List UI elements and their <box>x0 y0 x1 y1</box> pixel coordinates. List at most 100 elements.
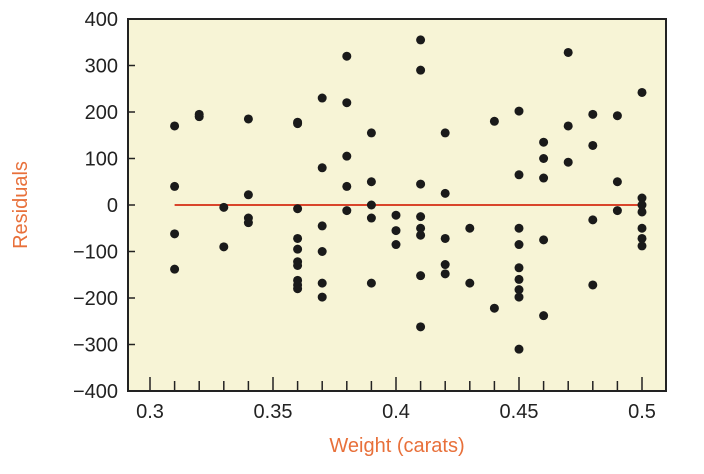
data-point <box>342 181 352 191</box>
data-point <box>514 170 524 180</box>
data-points <box>170 35 647 354</box>
data-point <box>342 206 352 216</box>
data-point <box>366 128 376 138</box>
y-axis: 400 300 200 100 0 −100 −200 −300 −400 <box>73 9 135 403</box>
data-point <box>293 284 303 294</box>
data-point <box>440 269 450 279</box>
data-point <box>391 210 401 220</box>
data-point <box>293 204 303 214</box>
data-point <box>514 292 524 302</box>
y-tick-label: 0 <box>107 195 118 217</box>
data-point <box>243 190 253 200</box>
data-point <box>588 140 598 150</box>
data-point <box>588 280 598 290</box>
data-point <box>539 154 549 163</box>
data-point <box>342 51 352 61</box>
data-point <box>563 121 573 131</box>
x-tick-label: 0.3 <box>136 401 164 423</box>
data-point <box>342 151 352 161</box>
data-point <box>366 213 376 223</box>
data-point <box>317 163 327 173</box>
data-point <box>293 233 303 243</box>
data-point <box>293 244 303 254</box>
data-point <box>293 260 303 270</box>
data-point <box>637 223 647 233</box>
x-axis: 0.3 0.35 0.4 0.45 0.5 <box>136 377 656 423</box>
data-point <box>514 344 524 354</box>
data-point <box>170 121 180 131</box>
data-point <box>465 223 475 233</box>
data-point <box>416 230 426 240</box>
y-tick-label: 200 <box>85 102 118 124</box>
y-tick-label: −100 <box>73 242 118 264</box>
data-point <box>366 278 376 288</box>
data-point <box>416 65 426 75</box>
y-axis-title: Residuals <box>10 161 32 249</box>
data-point <box>317 247 327 256</box>
data-point <box>514 240 524 250</box>
data-point <box>170 264 180 274</box>
y-tick-label: 100 <box>85 149 118 171</box>
data-point <box>366 177 376 187</box>
data-point <box>440 260 450 270</box>
x-tick-label: 0.5 <box>628 401 656 423</box>
data-point <box>465 278 475 288</box>
data-point <box>317 221 327 231</box>
data-point <box>637 200 647 210</box>
data-point <box>637 87 647 97</box>
data-point <box>612 177 622 187</box>
y-tick-label: −300 <box>73 335 118 357</box>
data-point <box>514 106 524 116</box>
data-point <box>489 303 499 313</box>
data-point <box>539 173 549 183</box>
data-point <box>539 235 549 245</box>
data-point <box>317 93 327 103</box>
data-point <box>391 240 401 250</box>
data-point <box>416 179 426 189</box>
data-point <box>612 206 622 216</box>
data-point <box>588 215 598 225</box>
data-point <box>243 218 253 228</box>
x-tick-label: 0.45 <box>500 401 539 423</box>
data-point <box>514 285 524 295</box>
data-point <box>637 233 647 243</box>
data-point <box>514 263 524 273</box>
data-point <box>416 271 426 281</box>
y-tick-label: −400 <box>73 381 118 403</box>
y-tick-label: 400 <box>85 9 118 31</box>
data-point <box>539 137 549 147</box>
data-point <box>416 223 426 233</box>
data-point <box>514 223 524 233</box>
data-point <box>637 193 647 203</box>
data-point <box>342 98 352 108</box>
data-point <box>391 226 401 236</box>
data-point <box>563 157 573 167</box>
data-point <box>170 181 180 191</box>
data-point <box>194 109 204 119</box>
data-point <box>366 200 376 210</box>
data-point <box>416 322 426 332</box>
y-tick-label: 300 <box>85 56 118 78</box>
data-point <box>317 292 327 302</box>
x-axis-title: Weight (carats) <box>329 435 464 457</box>
x-tick-label: 0.35 <box>254 401 293 423</box>
y-tick-label: −200 <box>73 288 118 310</box>
data-point <box>293 119 303 129</box>
data-point <box>637 207 647 217</box>
data-point <box>219 242 229 252</box>
data-point <box>440 233 450 243</box>
data-point <box>489 116 499 126</box>
data-point <box>440 188 450 198</box>
data-point <box>612 111 622 121</box>
data-point <box>588 109 598 119</box>
data-point <box>243 114 253 124</box>
data-point <box>563 47 573 57</box>
data-point <box>514 274 524 284</box>
data-point <box>170 229 180 239</box>
data-point <box>317 278 327 288</box>
data-point <box>637 241 647 251</box>
x-tick-label: 0.4 <box>382 401 410 423</box>
data-point <box>416 212 426 222</box>
data-point <box>440 128 450 138</box>
